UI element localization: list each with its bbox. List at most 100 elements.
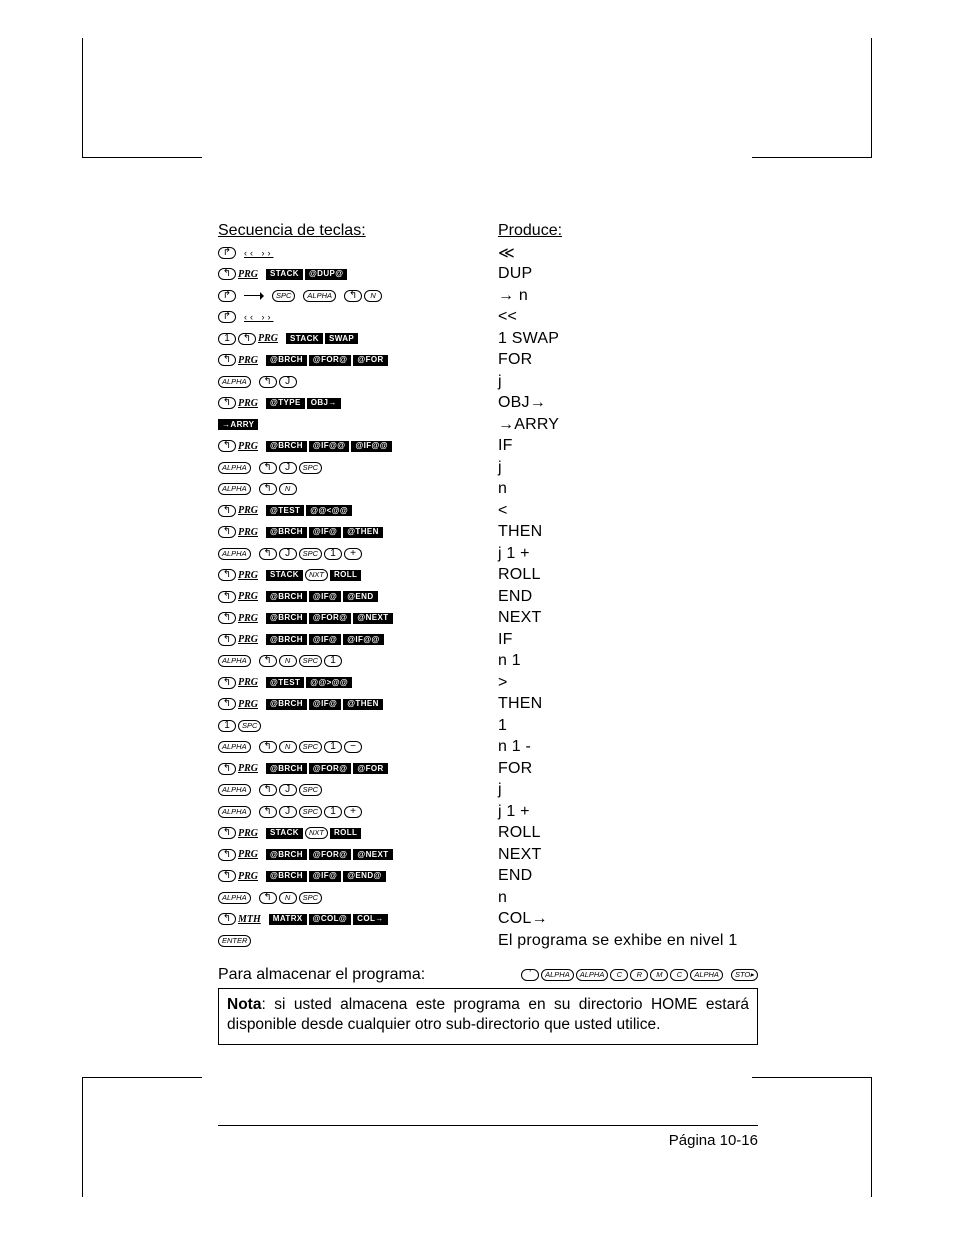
softkey-label: @FOR@ [309,849,352,860]
key-sequence-table: ↱‹‹ ››≪↰PRGSTACK@DUP@DUP↱SPCALPHA↰N→ n↱‹… [218,242,758,952]
calc-key: ALPHA [218,376,251,388]
table-row: ↰PRG@BRCH@FOR@@FORFOR [218,758,758,780]
softkey-label: @IF@@ [351,441,392,452]
calc-key: ↰ [218,634,236,646]
softkey-label: @BRCH [266,699,307,710]
softkey-label: @FOR@ [309,613,352,624]
calc-key: ↰ [259,892,277,904]
softkey-label: @IF@@ [343,634,384,645]
calc-key: ALPHA [218,655,251,667]
produce-cell: j [498,781,502,799]
key-sequence-cell: ALPHA ↰NSPC1− [218,741,498,753]
key-sequence-cell: →ARRY [218,419,498,430]
table-row: ALPHA↰JSPC1+j 1 + [218,801,758,823]
note-box: Nota: si usted almacena este programa en… [218,988,758,1046]
softkey-label: @TEST [266,677,304,688]
calc-key: C [610,969,628,981]
calc-key: ↰ [218,397,236,409]
calc-key: ALPHA [218,548,251,560]
softkey-label: @@<@@ [306,505,352,516]
calc-key: ↰ [344,290,362,302]
key-sequence-cell: ALPHA↰N [218,483,498,495]
produce-cell: FOR [498,351,532,369]
table-row: ↰PRG@BRCH@FOR@@FORFOR [218,350,758,372]
calc-key: ↰ [259,483,277,495]
produce-cell: > [498,674,508,692]
softkey-label: @NEXT [353,849,392,860]
calc-key: ↰ [259,741,277,753]
key-sequence-cell: 1↰PRGSTACKSWAP [218,333,498,345]
table-row: ALPHA↰JSPCj [218,780,758,802]
table-row: ↰PRG@BRCH@IF@@ENDEND [218,586,758,608]
table-row: ↰PRG@BRCH@IF@@END@END [218,866,758,888]
table-row: ↰PRG@TYPEOBJ→OBJ→ [218,393,758,415]
calc-key: ↰ [218,268,236,280]
calc-key: ↱ [218,311,236,323]
calc-key: ↰ [259,548,277,560]
calc-key: ALPHA [218,741,251,753]
calc-key: ↰ [218,591,236,603]
footer-rule [218,1125,758,1126]
shift-label: PRG [238,591,258,602]
softkey-label: MATRX [269,914,307,925]
softkey-label: STACK [286,333,323,344]
table-row: ALPHA↰NSPCn [218,887,758,909]
shift-label: PRG [238,828,258,839]
calc-key: ↰ [238,333,256,345]
note-rest: : si usted almacena este programa en su … [227,996,749,1034]
softkey-label: SWAP [325,333,358,344]
produce-cell: END [498,867,532,885]
calc-key: SPC [299,806,322,818]
calc-key: − [344,741,362,753]
calc-key: STO▸ [731,969,758,981]
calc-key: J [279,548,297,560]
table-row: ↰PRG@BRCH@FOR@@NEXTNEXT [218,844,758,866]
softkey-label: STACK [266,269,303,280]
table-row: ALPHA↰NSPC1−n 1 - [218,737,758,759]
produce-cell: n 1 [498,652,521,670]
calc-key: ALPHA [218,806,251,818]
calc-key: ↰ [218,827,236,839]
calc-key: 1 [324,655,342,667]
softkey-label: @TEST [266,505,304,516]
calc-key: NXT [305,569,328,581]
calc-key: ENTER [218,935,251,947]
shift-label: PRG [238,355,258,366]
shift-label: PRG [238,871,258,882]
produce-cell: →ARRY [498,416,559,434]
calc-key: N [279,741,297,753]
key-sequence-cell: ↰PRG@BRCH@FOR@@NEXT [218,849,498,861]
table-row: ↰MTHMATRX@COL@COL→COL→ [218,909,758,931]
key-sequence-cell: ↰PRG@TEST@@>@@ [218,677,498,689]
key-sequence-cell: ALPHA↰NSPC [218,892,498,904]
softkey-label: COL→ [353,914,388,925]
calc-key: ↰ [218,440,236,452]
calc-key: J [279,462,297,474]
table-row: ALPHA↰Nn [218,479,758,501]
softkey-label: @FOR [353,763,387,774]
calc-key: SPC [299,741,322,753]
calc-key: ↰ [218,870,236,882]
calc-key: 1 [324,741,342,753]
calc-key: ALPHA [218,784,251,796]
calc-key: ↰ [259,462,277,474]
shift-label: PRG [238,677,258,688]
softkey-label: ROLL [330,570,361,581]
softkey-label: @BRCH [266,763,307,774]
softkey-label: @DUP@ [305,269,348,280]
key-sequence-cell: ↰PRG@BRCH@IF@@IF@@ [218,634,498,646]
quote-glyph: ‹‹ ›› [244,248,274,258]
calc-key: SPC [272,290,295,302]
softkey-label: @IF@ [309,699,341,710]
calc-key: 1 [218,720,236,732]
calc-key: C [670,969,688,981]
page-number: Página 10-16 [218,1132,758,1149]
softkey-label: @THEN [343,527,383,538]
calc-key: ALPHA [218,892,251,904]
key-sequence-cell: ALPHA↰JSPC [218,462,498,474]
softkey-label: @FOR@ [309,763,352,774]
table-row: ALPHA↰JSPCj [218,457,758,479]
key-sequence-cell: ↰PRG@BRCH@IF@@@IF@@ [218,440,498,452]
produce-cell: n [498,480,507,498]
produce-cell: < [498,502,508,520]
